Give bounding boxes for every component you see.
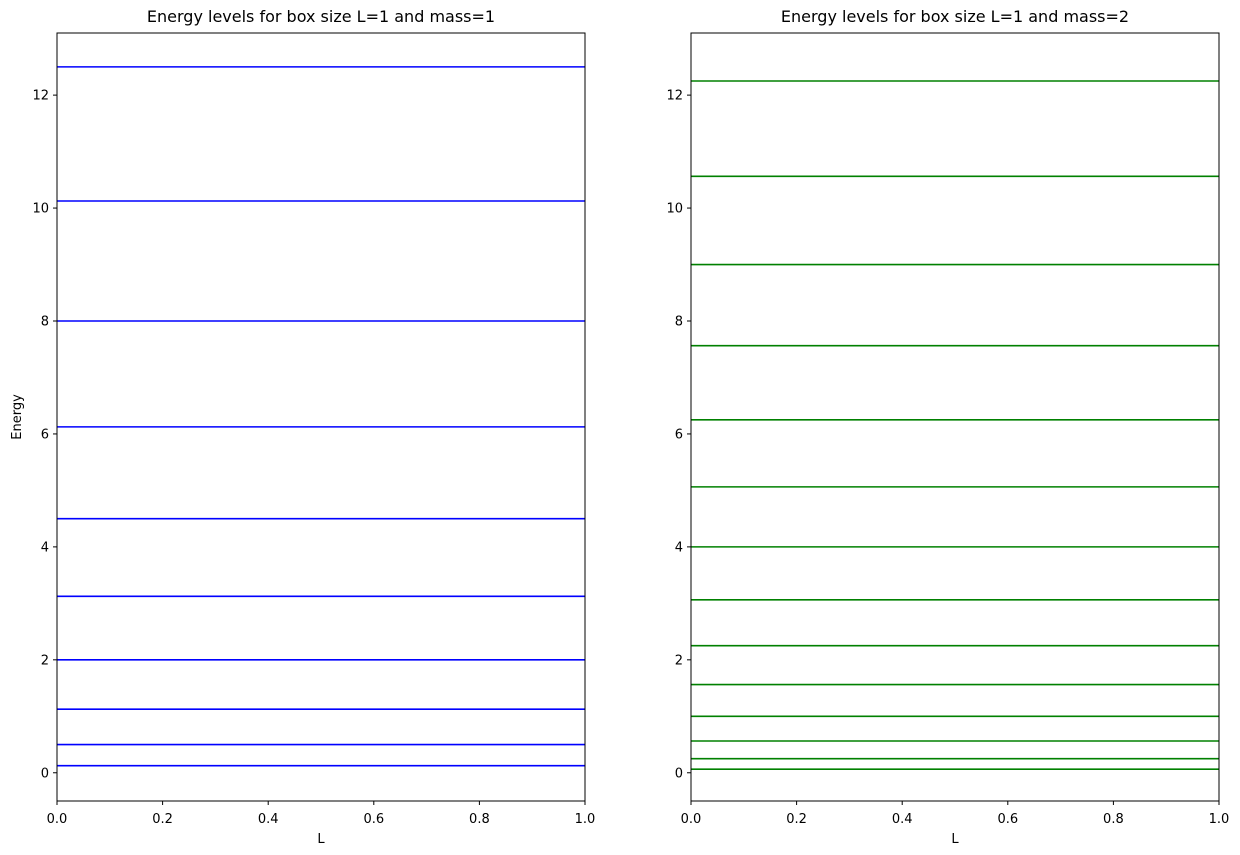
y-tick-label-right-2: 4 bbox=[675, 540, 683, 555]
x-tick-label-right-4: 0.8 bbox=[1103, 812, 1124, 827]
y-tick-label-right-6: 12 bbox=[666, 89, 683, 104]
x-axis-ticks-left: 0.0 0.2 0.4 0.6 0.8 1.0 bbox=[47, 801, 596, 827]
plot-frame-left bbox=[56, 32, 586, 802]
x-tick-label-right-1: 0.2 bbox=[786, 812, 807, 827]
x-tick-label-left-5: 1.0 bbox=[575, 812, 596, 827]
x-tick-label-left-0: 0.0 bbox=[47, 812, 68, 827]
y-tick-label-right-4: 8 bbox=[675, 315, 683, 330]
y-tick-label-left-2: 4 bbox=[41, 540, 49, 555]
x-axis-label-left: L bbox=[317, 832, 325, 847]
chart-title-left: Energy levels for box size L=1 and mass=… bbox=[147, 7, 495, 26]
y-tick-label-left-4: 8 bbox=[41, 315, 49, 330]
x-tick-label-right-3: 0.6 bbox=[997, 812, 1018, 827]
chart-panel-mass-1: Energy levels for box size L=1 and mass=… bbox=[10, 7, 595, 847]
chart-panel-mass-2: Energy levels for box size L=1 and mass=… bbox=[666, 7, 1229, 847]
x-tick-label-right-5: 1.0 bbox=[1209, 812, 1230, 827]
x-tick-label-left-3: 0.6 bbox=[363, 812, 384, 827]
y-axis-ticks-right: 0 2 4 6 8 10 12 bbox=[666, 89, 691, 781]
y-tick-label-left-0: 0 bbox=[41, 766, 49, 781]
energy-levels-right bbox=[691, 80, 1219, 771]
y-tick-label-right-1: 2 bbox=[675, 653, 683, 668]
x-axis-label-right: L bbox=[951, 832, 959, 847]
x-tick-label-right-2: 0.4 bbox=[892, 812, 913, 827]
plot-frame-right bbox=[690, 32, 1220, 802]
energy-levels-left bbox=[57, 66, 585, 767]
y-tick-label-left-5: 10 bbox=[32, 202, 49, 217]
y-tick-label-left-6: 12 bbox=[32, 89, 49, 104]
y-tick-label-right-0: 0 bbox=[675, 766, 683, 781]
y-tick-label-right-3: 6 bbox=[675, 427, 683, 442]
y-tick-label-right-5: 10 bbox=[666, 202, 683, 217]
x-tick-label-left-4: 0.8 bbox=[469, 812, 490, 827]
x-tick-label-left-2: 0.4 bbox=[258, 812, 279, 827]
x-tick-label-right-0: 0.0 bbox=[681, 812, 702, 827]
y-tick-label-left-1: 2 bbox=[41, 653, 49, 668]
chart-title-right: Energy levels for box size L=1 and mass=… bbox=[781, 7, 1129, 26]
y-axis-ticks-left: 0 2 4 6 8 10 12 bbox=[32, 89, 57, 781]
y-axis-label-left: Energy bbox=[10, 394, 25, 440]
x-tick-label-left-1: 0.2 bbox=[152, 812, 173, 827]
x-axis-ticks-right: 0.0 0.2 0.4 0.6 0.8 1.0 bbox=[681, 801, 1230, 827]
y-tick-label-left-3: 6 bbox=[41, 427, 49, 442]
